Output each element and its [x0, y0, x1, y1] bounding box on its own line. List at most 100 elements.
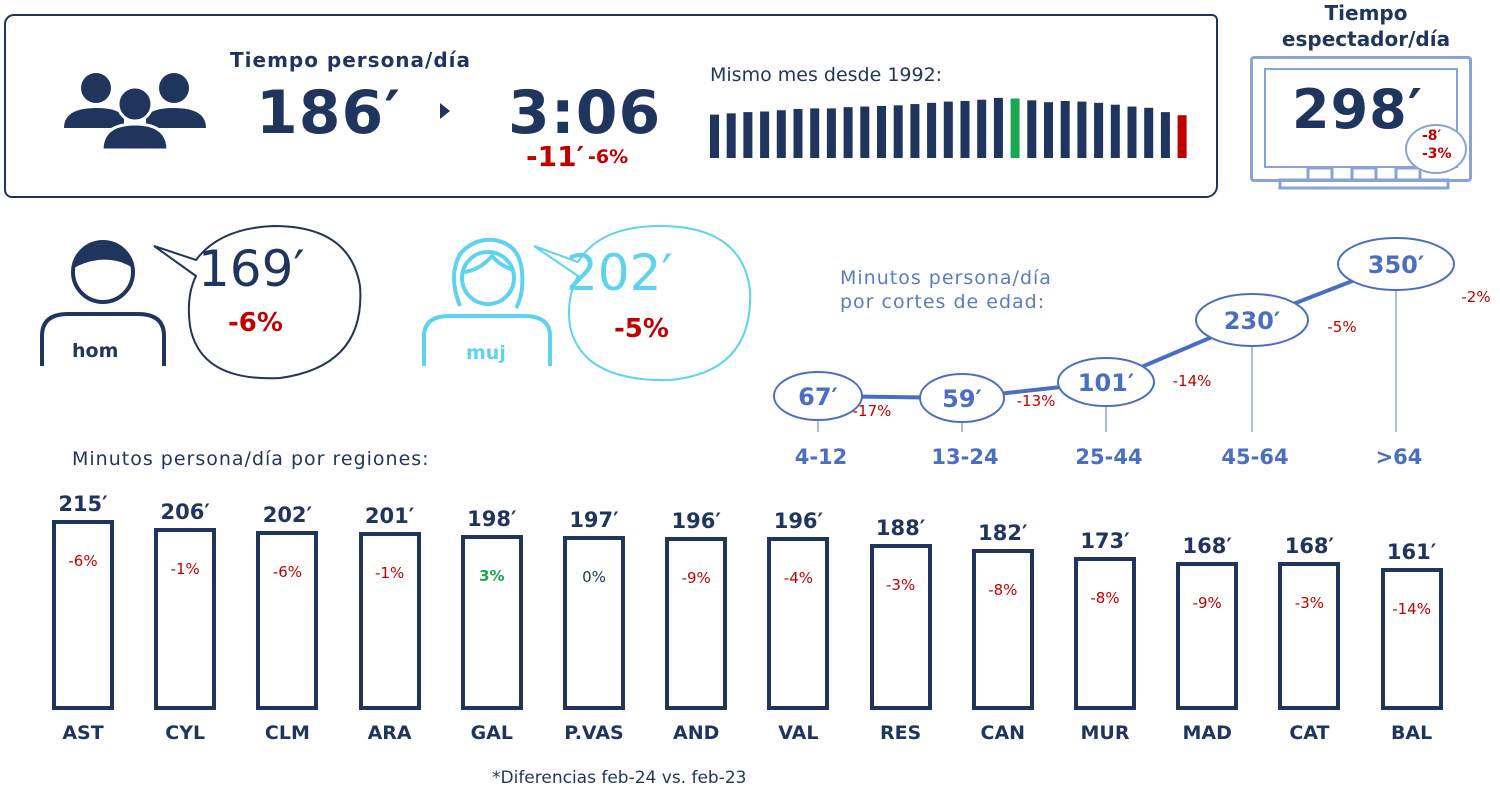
espectador-title-1: Tiempo — [1324, 1, 1408, 25]
age-pct-label: -17% — [853, 402, 892, 420]
mini-bar — [1127, 106, 1137, 158]
region-bar — [563, 535, 625, 710]
muj-speech-bubble — [533, 224, 752, 382]
region-value-label: 168′ — [1182, 533, 1232, 558]
region-name-label: CLM — [264, 722, 310, 744]
region-value-label: 196′ — [773, 508, 824, 533]
age-node — [1057, 357, 1155, 407]
mismo-mes-label: Mismo mes desde 1992: — [710, 64, 943, 86]
mini-bar — [810, 108, 820, 158]
region-name-label: CAN — [980, 722, 1026, 744]
region-value-label: 196′ — [671, 508, 721, 533]
espectador-value: 298′ — [1292, 78, 1423, 141]
muj-pct: -5% — [614, 314, 669, 344]
mini-bar — [860, 106, 870, 158]
age-value-label: 67′ — [798, 383, 838, 411]
region-name-label: GAL — [470, 722, 513, 744]
persona-hhmm: 3:06 — [508, 78, 662, 148]
mini-bar — [1060, 100, 1070, 158]
mini-bar — [1160, 112, 1170, 158]
region-pct-label: -6% — [272, 563, 302, 582]
mini-bar — [826, 108, 836, 158]
mini-bar — [1027, 100, 1037, 158]
hom-value: 169′ — [198, 240, 305, 298]
region-pct-label: -9% — [1192, 593, 1222, 612]
muj-label: muj — [466, 342, 506, 364]
age-node — [1195, 293, 1309, 347]
persona-delta-min: -11′ — [526, 140, 584, 173]
region-bar — [1074, 557, 1136, 710]
region-name-label: P.VAS — [564, 722, 624, 744]
region-bar — [460, 535, 523, 710]
region-pct-label: -14% — [1392, 599, 1431, 618]
man-icon — [40, 240, 166, 366]
mini-bar — [743, 112, 753, 158]
mini-bar — [760, 111, 770, 158]
mini-bar — [1144, 107, 1154, 158]
hom-speech-bubble — [153, 224, 362, 380]
region-pct-label: -8% — [988, 581, 1018, 600]
mini-bar — [793, 109, 803, 158]
mini-bar — [1177, 115, 1187, 158]
region-bar — [869, 543, 932, 710]
age-pct-label: -5% — [1327, 318, 1356, 336]
mini-bar — [1077, 101, 1087, 158]
region-pct-label: -1% — [170, 559, 200, 578]
mini-bar — [1010, 98, 1020, 158]
woman-icon — [422, 237, 552, 366]
mini-bar-chart — [710, 97, 1187, 158]
espectador-delta-pct: -3% — [1422, 146, 1452, 162]
region-name-label: MAD — [1182, 722, 1232, 744]
mini-bar — [1110, 104, 1120, 158]
mini-bar — [893, 105, 903, 158]
region-pct-label: -4% — [783, 568, 813, 587]
hom-label: hom — [72, 340, 119, 362]
mini-bar — [993, 97, 1003, 158]
age-category-label: 4-12 — [795, 445, 848, 469]
age-category-label: 13-24 — [931, 445, 998, 469]
espectador-delta-bubble — [1405, 124, 1467, 174]
regions-title: Minutos persona/día por regiones: — [72, 448, 430, 470]
age-value-label: 59′ — [942, 385, 982, 413]
region-pct-label: 3% — [479, 567, 505, 586]
espectador-title-2: espectador/día — [1281, 27, 1451, 51]
region-name-label: BAL — [1390, 722, 1433, 744]
region-value-label: 197′ — [569, 507, 619, 532]
tv-stand-icon — [1278, 166, 1450, 190]
mini-bar — [910, 104, 920, 158]
espectador-delta-min: -8′ — [1422, 128, 1442, 144]
region-name-label: MUR — [1080, 722, 1130, 744]
mini-bar — [776, 110, 786, 158]
region-value-label: 168′ — [1284, 533, 1335, 558]
age-value-label: 350′ — [1368, 251, 1424, 279]
age-category-label: 25-44 — [1075, 445, 1142, 469]
region-bar — [1278, 561, 1341, 710]
region-name-label: AND — [672, 722, 720, 744]
group-people-icon — [64, 73, 206, 152]
region-bar — [665, 536, 728, 710]
persona-delta-pct: -6% — [588, 146, 629, 168]
region-pct-label: -3% — [1294, 593, 1324, 612]
region-name-label: RES — [879, 722, 922, 744]
summary-panel — [4, 14, 1218, 198]
age-title-1: Minutos persona/día — [840, 267, 1052, 289]
persona-minutes: 186′ — [256, 78, 402, 148]
region-pct-label: -9% — [681, 568, 711, 587]
region-value-label: 202′ — [262, 503, 313, 528]
age-node — [1337, 237, 1455, 291]
mini-bar — [1094, 102, 1104, 158]
footnote: *Diferencias feb-24 vs. feb-23 — [492, 768, 747, 788]
region-pct-label: -1% — [374, 564, 405, 583]
region-pct-label: -8% — [1090, 589, 1120, 608]
region-value-label: 188′ — [875, 515, 926, 540]
region-pct-label: 0% — [582, 567, 606, 586]
region-name-label: CYL — [165, 722, 206, 744]
region-bar — [256, 531, 319, 710]
mini-bar — [960, 100, 970, 158]
mini-bar — [843, 107, 853, 158]
mini-bar — [977, 99, 987, 158]
region-pct-label: -3% — [885, 575, 916, 594]
region-value-label: 215′ — [58, 492, 108, 516]
region-bar — [154, 527, 217, 710]
age-category-label: >64 — [1376, 445, 1423, 469]
